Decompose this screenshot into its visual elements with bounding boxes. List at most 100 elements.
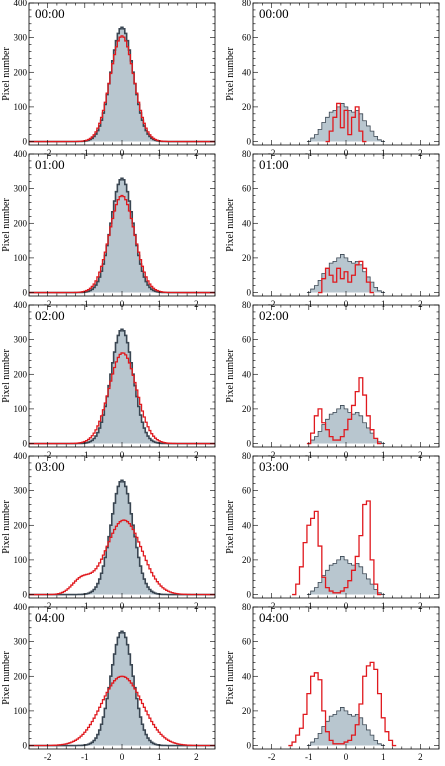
y-tick-label: 80	[242, 149, 252, 159]
x-tick-label: -1	[305, 752, 313, 762]
x-tick-label: 2	[418, 752, 423, 762]
y-tick-label: 60	[242, 486, 252, 496]
y-tick-label: 0	[23, 288, 28, 298]
y-tick-label: 80	[242, 602, 252, 612]
x-tick-label: 0	[344, 148, 349, 158]
reference-fill	[306, 405, 386, 444]
x-tick-label: -2	[268, 601, 276, 611]
y-tick-label: 60	[242, 637, 252, 647]
y-tick-label: 300	[14, 335, 28, 345]
time-histogram	[288, 661, 397, 747]
time-histogram	[29, 519, 215, 596]
time-label: 04:00	[259, 610, 289, 625]
reference-histogram	[306, 103, 386, 142]
y-tick-label: 40	[242, 671, 252, 681]
x-tick-label: 2	[418, 148, 423, 158]
x-tick-label: -2	[44, 299, 52, 309]
x-tick-label: 1	[157, 450, 162, 460]
y-tick-label: 200	[14, 67, 28, 77]
reference-histogram	[29, 630, 215, 747]
x-tick-label: -1	[81, 752, 89, 762]
x-tick-label: 2	[194, 148, 199, 158]
y-tick-label: 400	[14, 451, 28, 461]
y-tick-label: 60	[242, 33, 252, 43]
time-label: 00:00	[259, 6, 289, 21]
time-histogram	[29, 35, 215, 143]
x-tick-label: 1	[381, 752, 386, 762]
plot-area	[29, 479, 215, 596]
y-tick-label: 300	[14, 637, 28, 647]
panel-left-0: -2 -1 0 1 2 0 100 200 300 400 Pixel number 00:00	[1, 0, 216, 158]
x-tick-label: -1	[81, 148, 89, 158]
y-axis-title: Pixel number	[225, 349, 236, 403]
x-tick-label: 0	[344, 450, 349, 460]
y-tick-label: 400	[14, 149, 28, 159]
y-tick-label: 40	[242, 67, 252, 77]
x-tick-label: 0	[120, 601, 125, 611]
y-tick-label: 100	[14, 253, 28, 263]
y-tick-label: 300	[14, 486, 28, 496]
x-tick-label: -2	[44, 148, 52, 158]
y-tick-label: 0	[23, 137, 28, 147]
x-tick-label: 1	[381, 450, 386, 460]
x-tick-label: -1	[305, 148, 313, 158]
y-tick-label: 20	[242, 253, 252, 263]
plot-area	[29, 630, 215, 747]
reference-fill	[29, 329, 215, 444]
reference-histogram	[306, 707, 386, 746]
y-tick-label: 0	[247, 137, 252, 147]
plot-area	[29, 26, 215, 143]
y-tick-label: 400	[14, 602, 28, 612]
y-tick-label: 0	[247, 439, 252, 449]
time-label: 00:00	[35, 6, 65, 21]
reference-fill	[306, 254, 386, 293]
plot-area	[306, 254, 386, 294]
y-axis-title: Pixel number	[1, 349, 12, 403]
x-tick-label: -1	[305, 601, 313, 611]
y-tick-label: 80	[242, 0, 252, 8]
panel-left-2: -2 -1 0 1 2 0 100 200 300 400 Pixel number 02:00	[1, 300, 216, 460]
x-tick-label: 1	[157, 752, 162, 762]
x-tick-label: 0	[344, 299, 349, 309]
y-tick-label: 0	[23, 439, 28, 449]
y-tick-label: 400	[14, 0, 28, 8]
y-tick-label: 100	[14, 706, 28, 716]
reference-fill	[306, 707, 386, 746]
y-axis-title: Pixel number	[225, 47, 236, 101]
reference-fill	[306, 103, 386, 142]
y-axis-title: Pixel number	[1, 47, 12, 101]
x-tick-label: 1	[157, 299, 162, 309]
y-tick-label: 100	[14, 555, 28, 565]
plot-area	[306, 102, 386, 143]
x-tick-label: 1	[157, 601, 162, 611]
x-tick-label: 2	[418, 299, 423, 309]
y-tick-label: 0	[23, 590, 28, 600]
y-tick-label: 40	[242, 369, 252, 379]
y-tick-label: 200	[14, 520, 28, 530]
y-tick-label: 0	[247, 288, 252, 298]
x-tick-label: -1	[81, 450, 89, 460]
reference-histogram	[29, 479, 215, 596]
y-axis-title: Pixel number	[225, 651, 236, 705]
y-tick-label: 300	[14, 33, 28, 43]
y-axis-title: Pixel number	[1, 500, 12, 554]
time-label: 02:00	[259, 308, 289, 323]
time-histogram	[29, 194, 215, 294]
y-axis-title: Pixel number	[225, 500, 236, 554]
plot-area	[292, 500, 386, 596]
reference-fill	[29, 480, 215, 595]
x-tick-label: 1	[157, 148, 162, 158]
y-tick-label: 100	[14, 404, 28, 414]
y-tick-label: 20	[242, 555, 252, 565]
x-tick-label: 2	[194, 752, 199, 762]
y-tick-label: 100	[14, 102, 28, 112]
time-histogram	[29, 352, 215, 445]
y-tick-label: 60	[242, 184, 252, 194]
x-tick-label: 1	[381, 148, 386, 158]
y-tick-label: 40	[242, 218, 252, 228]
